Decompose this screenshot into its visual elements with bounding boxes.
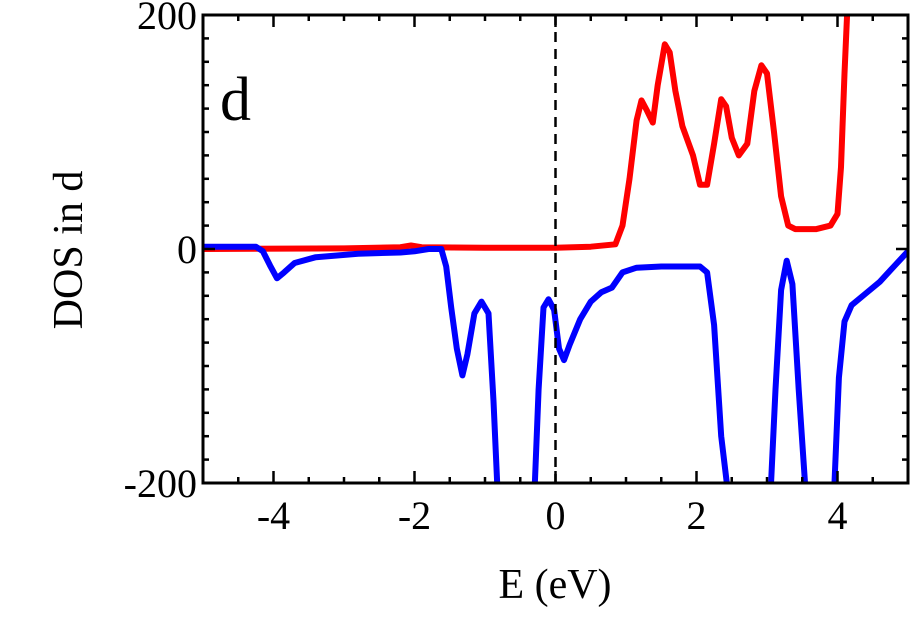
- tick-labels-layer: -4 -2 0 2 4 -200 0 200: [124, 0, 848, 538]
- y-axis-title: DOS in d: [46, 171, 92, 330]
- series-layer: [203, 15, 908, 483]
- x-tick-label: 2: [687, 493, 707, 538]
- x-tick-label: 4: [828, 493, 848, 538]
- series-line-1: [203, 15, 851, 252]
- y-tick-label: -200: [124, 461, 197, 506]
- x-tick-label: 0: [546, 493, 566, 538]
- y-tick-label: 200: [137, 0, 197, 38]
- series-line-2: [203, 243, 908, 483]
- x-axis-title: E (eV): [498, 562, 611, 608]
- x-tick-label: -4: [257, 493, 290, 538]
- y-tick-label: 0: [177, 227, 197, 272]
- x-tick-label: -2: [398, 493, 431, 538]
- ticks-layer: [201, 13, 910, 485]
- panel-label: d: [220, 66, 251, 134]
